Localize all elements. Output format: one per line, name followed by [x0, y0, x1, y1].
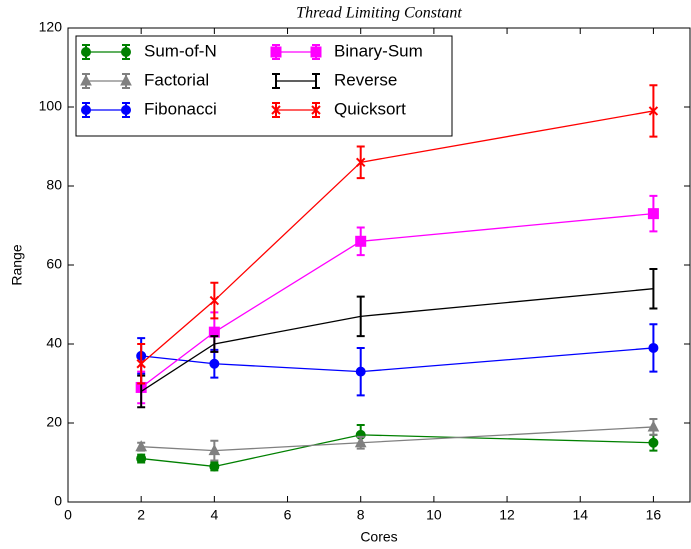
x-tick-label: 12	[499, 507, 515, 523]
marker	[209, 358, 220, 369]
line	[141, 426, 654, 452]
legend-marker	[121, 105, 131, 115]
series	[136, 84, 659, 385]
legend-error	[272, 73, 320, 89]
line	[140, 110, 654, 365]
y-tick-label: 60	[46, 256, 62, 272]
legend-label: Sum-of-N	[144, 41, 217, 60]
series	[135, 418, 660, 462]
legend-label: Quicksort	[334, 99, 406, 118]
y-tick-label: 120	[39, 19, 63, 35]
error-bar	[210, 335, 219, 353]
marker	[136, 359, 146, 369]
legend-label: Factorial	[144, 70, 209, 89]
series	[137, 267, 658, 409]
error-bar	[356, 295, 365, 338]
line	[140, 288, 654, 392]
y-tick-label: 40	[46, 335, 62, 351]
y-axis-label: Range	[9, 244, 25, 285]
marker	[135, 440, 148, 452]
legend-marker	[81, 47, 91, 57]
legend-marker	[81, 105, 91, 115]
marker	[355, 157, 366, 168]
x-tick-label: 8	[357, 507, 365, 523]
x-tick-label: 2	[137, 507, 145, 523]
marker	[647, 208, 659, 220]
legend-label: Fibonacci	[144, 99, 217, 118]
marker	[209, 295, 220, 306]
y-tick-label: 0	[54, 493, 62, 509]
marker	[648, 437, 659, 448]
legend-marker	[271, 105, 281, 115]
x-tick-label: 4	[210, 507, 218, 523]
marker	[136, 453, 147, 464]
marker	[208, 444, 221, 456]
legend-label: Binary-Sum	[334, 41, 423, 60]
chart-title: Thread Limiting Constant	[296, 5, 462, 22]
marker	[648, 342, 659, 353]
legend-marker	[80, 74, 92, 86]
legend-marker	[270, 46, 282, 58]
y-tick-label: 20	[46, 414, 62, 430]
x-tick-label: 16	[646, 507, 662, 523]
legend: Sum-of-N Factorial Fibonacci Binary-Sum Reve…	[75, 35, 453, 137]
x-axis-label: Cores	[360, 529, 397, 545]
y-tick-label: 100	[39, 98, 63, 114]
x-tick-label: 0	[64, 507, 72, 523]
marker	[354, 436, 367, 448]
marker	[355, 235, 367, 247]
marker	[209, 461, 220, 472]
x-tick-label: 14	[572, 507, 588, 523]
marker	[355, 366, 366, 377]
line	[140, 213, 654, 388]
x-tick-label: 10	[426, 507, 442, 523]
marker	[648, 106, 659, 116]
error-bar	[649, 267, 658, 310]
line	[141, 434, 654, 468]
legend-marker	[310, 46, 322, 58]
legend-box	[75, 35, 453, 137]
legend-marker	[311, 105, 321, 115]
y-tick-label: 80	[46, 177, 62, 193]
marker	[647, 420, 660, 432]
legend-marker	[120, 74, 132, 86]
legend-marker	[121, 47, 131, 57]
x-tick-label: 6	[284, 507, 292, 523]
legend-label: Reverse	[334, 70, 397, 89]
